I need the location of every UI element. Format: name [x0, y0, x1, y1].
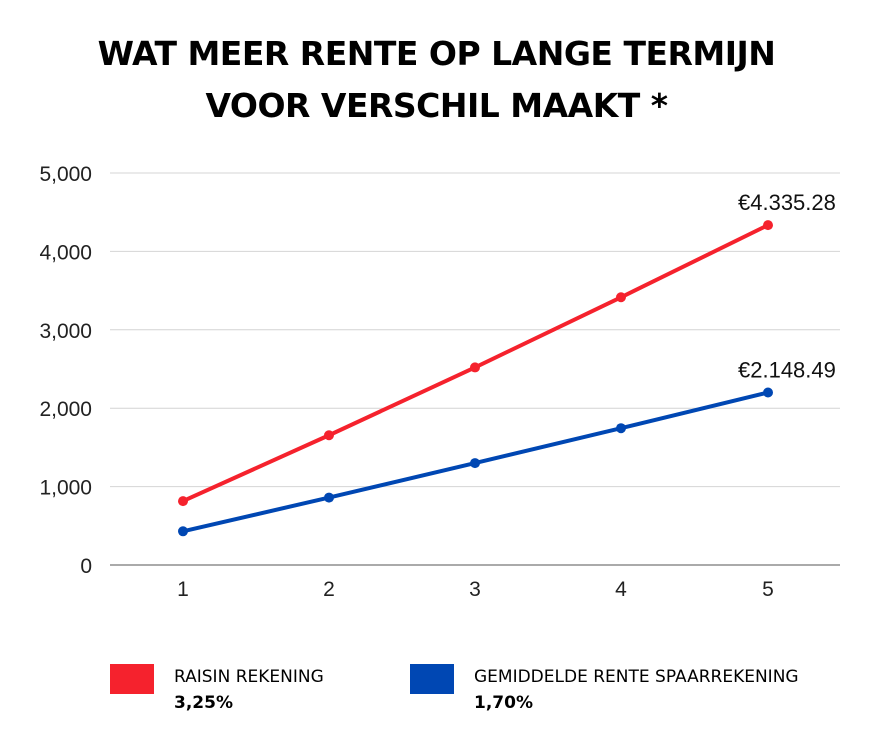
legend-item-raisin: RAISIN REKENING 3,25% [110, 664, 324, 716]
x-tick-label: 2 [323, 578, 335, 601]
y-tick-label: 1,000 [39, 477, 92, 500]
x-axis-ticks: 1 2 3 4 5 [177, 578, 774, 601]
data-point [470, 362, 480, 373]
y-axis-ticks: 0 1,000 2,000 3,000 4,000 5,000 [39, 163, 92, 578]
legend-swatch-gemiddelde [410, 664, 454, 694]
data-point [616, 423, 626, 434]
data-point [324, 492, 334, 503]
x-tick-label: 4 [615, 578, 627, 601]
chart-title: WAT MEER RENTE OP LANGE TERMIJN VOOR VER… [0, 28, 873, 132]
legend-rate-raisin: 3,25% [174, 693, 233, 713]
legend-label-gemiddelde: GEMIDDELDE RENTE SPAARREKENING [474, 667, 799, 687]
series-group [178, 220, 773, 537]
grid-lines [110, 172, 840, 566]
legend-swatch-raisin [110, 664, 154, 694]
chart-title-line-1: WAT MEER RENTE OP LANGE TERMIJN [97, 34, 776, 73]
data-point [470, 458, 480, 469]
data-point [178, 496, 188, 507]
x-tick-label: 3 [469, 578, 481, 601]
y-tick-label: 3,000 [39, 320, 92, 343]
end-labels: €4.335.28 €2.148.49 [738, 190, 836, 382]
data-point [763, 220, 773, 231]
y-tick-label: 4,000 [39, 241, 92, 264]
y-tick-label: 5,000 [39, 163, 92, 186]
data-point [763, 387, 773, 398]
data-point [178, 526, 188, 537]
x-tick-label: 1 [177, 578, 189, 601]
legend-item-gemiddelde: GEMIDDELDE RENTE SPAARREKENING 1,70% [410, 664, 799, 716]
end-value-label-1: €2.148.49 [738, 358, 836, 383]
data-point [324, 430, 334, 441]
chart-title-line-2: VOOR VERSCHIL MAAKT * [205, 86, 668, 125]
data-point [616, 292, 626, 303]
legend-rate-gemiddelde: 1,70% [474, 693, 533, 713]
end-value-label-0: €4.335.28 [738, 190, 836, 215]
x-tick-label: 5 [762, 578, 774, 601]
y-tick-label: 0 [80, 555, 92, 578]
y-tick-label: 2,000 [39, 398, 92, 421]
legend-label-raisin: RAISIN REKENING [174, 667, 324, 687]
